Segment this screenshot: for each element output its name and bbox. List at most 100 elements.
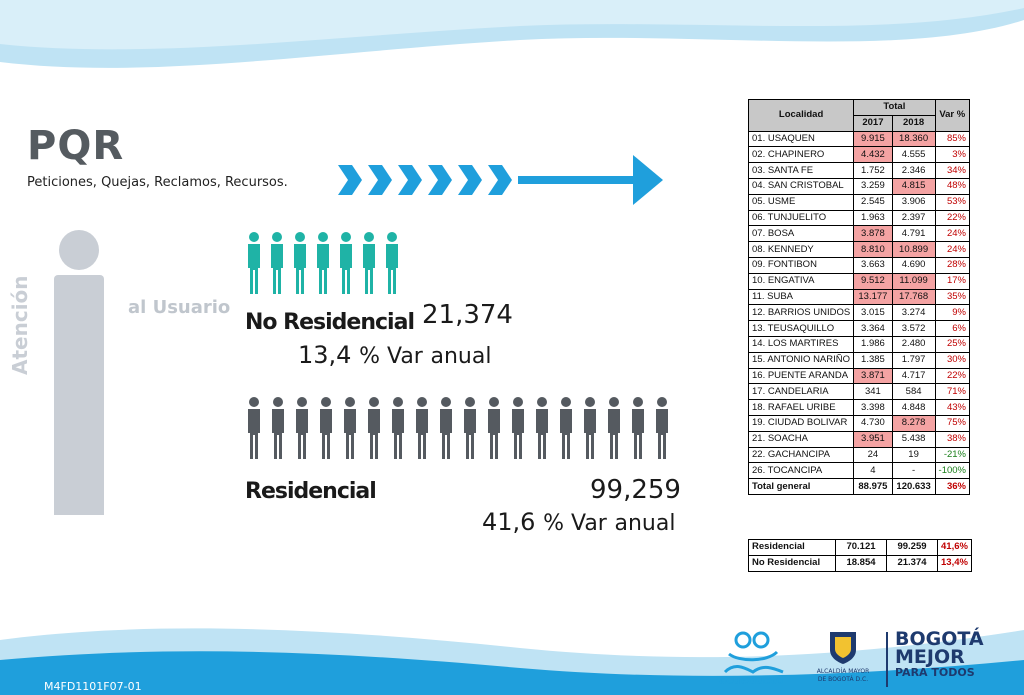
table-row: 16. PUENTE ARANDA 3.871 4.717 22% [747, 367, 971, 385]
table-cell-v2018: 4.717 [891, 367, 936, 385]
residencial-label: Residencial [245, 479, 377, 504]
table-cell-var: 41,6% [937, 539, 972, 556]
person-icon [584, 397, 596, 459]
no-residencial-icons [246, 232, 400, 294]
table-body: 01. USAQUEN 9.915 18.360 85% 02. CHAPINERO 4.… [747, 130, 971, 495]
table-cell-name: 06. TUNJUELITO [747, 209, 855, 227]
table-row: 04. SAN CRISTOBAL 3.259 4.815 48% [747, 177, 971, 195]
total-cell-v2018: 120.633 [891, 478, 936, 495]
table-row: 05. USME 2.545 3.906 53% [747, 193, 971, 211]
table-row: 22. GACHANCIPA 24 19 -21% [747, 446, 971, 464]
table-row: 11. SUBA 13.177 17.768 35% [747, 288, 971, 306]
table-cell-v2017: 1.963 [853, 209, 893, 227]
table-cell-var: 48% [934, 177, 971, 195]
table-cell-v2017: 3.663 [853, 256, 893, 274]
table-cell-var: -21% [934, 446, 971, 464]
localidad-table-wrapper: Localidad Total Var % 2017 2018 01. USAQ… [747, 99, 971, 495]
residencial-var-num: 41,6 [482, 508, 536, 536]
table-cell-var: 13,4% [937, 554, 972, 572]
table-cell-name: 05. USME [747, 193, 855, 211]
coat-of-arms-icon [830, 632, 856, 664]
bottom-wave-decoration [0, 628, 1024, 695]
table-cell-v2017: 70.121 [835, 539, 887, 556]
person-icon [440, 397, 452, 459]
table-cell-v2018: 3.274 [891, 304, 936, 322]
table-row: 03. SANTA FE 1.752 2.346 34% [747, 162, 971, 179]
table-cell-name: Residencial [748, 539, 836, 556]
total-cell-v2017: 88.975 [853, 478, 893, 495]
table-cell-var: 22% [934, 209, 971, 227]
table-cell-var: 30% [934, 351, 971, 369]
table-cell-name: 04. SAN CRISTOBAL [747, 177, 855, 195]
table-cell-var: 3% [934, 146, 971, 164]
table-cell-v2017: 3.951 [853, 430, 893, 448]
table-cell-v2017: 3.015 [853, 304, 893, 322]
table-cell-var: 24% [934, 241, 971, 258]
bogota-mejor-logo: BOGOTÁ MEJOR PARA TODOS [895, 630, 990, 690]
person-icon [363, 232, 375, 294]
person-icon [608, 397, 620, 459]
table-row: 26. TOCANCIPA 4- -100% [747, 462, 971, 480]
table-cell-var: 22% [934, 367, 971, 385]
person-icon [344, 397, 356, 459]
top-wave-decoration [0, 0, 1024, 68]
total-cell-name: Total general [747, 478, 855, 495]
chevron-arrow-icon [338, 155, 663, 205]
table-cell-name: 07. BOSA [747, 225, 855, 243]
table-cell-var: 43% [934, 399, 971, 416]
residencial-var-suffix: anual [614, 511, 676, 536]
no-residencial-var-num: 13,4 [298, 341, 352, 369]
table-cell-v2017: 8.810 [853, 241, 893, 258]
table-cell-name: 22. GACHANCIPA [747, 446, 855, 464]
person-icon [296, 397, 308, 459]
table-cell-v2017: 9.915 [853, 130, 893, 148]
table-cell-v2018: 21.374 [886, 554, 938, 572]
table-cell-v2017: 4.432 [853, 146, 893, 164]
table-cell-v2018: 10.899 [891, 241, 936, 258]
header-2017: 2017 [853, 114, 893, 132]
table-row: 14. LOS MARTIRES 1.986 2.480 25% [747, 335, 971, 353]
table-cell-name: 13. TEUSAQUILLO [747, 320, 855, 337]
table-cell-var: 24% [934, 225, 971, 243]
table-cell-name: 08. KENNEDY [747, 241, 855, 258]
table-cell-v2018: 4.791 [891, 225, 936, 243]
side-label-usuario: al Usuario [128, 297, 231, 318]
table-cell-v2018: 5.438 [891, 430, 936, 448]
table-cell-var: 35% [934, 288, 971, 306]
table-row: 01. USAQUEN 9.915 18.360 85% [747, 130, 971, 148]
residencial-total: 99,259 [590, 475, 681, 505]
table-cell-v2017: 3.871 [853, 367, 893, 385]
footer-code: M4FD1101F07-01 [44, 680, 142, 693]
no-residencial-variation: 13,4 % Var anual [298, 341, 491, 369]
table-cell-v2017: 9.512 [853, 272, 893, 290]
table-row: 17. CANDELARIA 341 584 71% [747, 383, 971, 401]
table-row: 21. SOACHA 3.951 5.438 38% [747, 430, 971, 448]
table-cell-var: 75% [934, 414, 971, 432]
frog-logo-icon [723, 631, 784, 674]
table-cell-name: 21. SOACHA [747, 430, 855, 448]
table-cell-v2017: 13.177 [853, 288, 893, 306]
person-icon [272, 397, 284, 459]
person-icon [386, 232, 398, 294]
summary-table-wrapper: Residencial 70.121 99.259 41,6% No Residenci… [748, 539, 972, 572]
table-cell-name: 11. SUBA [747, 288, 855, 306]
side-label-atencion: Atención [8, 275, 32, 375]
table-cell-name: 15. ANTONIO NARIÑO [747, 351, 855, 369]
residencial-variation: 41,6 % Var anual [482, 508, 675, 536]
table-cell-name: 19. CIUDAD BOLIVAR [747, 414, 855, 432]
bogota-logo-line3: PARA TODOS [895, 666, 975, 679]
table-cell-v2017: 341 [853, 383, 893, 401]
bogota-logo-line1: BOGOTÁ [895, 628, 984, 650]
table-row: 02. CHAPINERO 4.432 4.555 3% [747, 146, 971, 164]
person-icon [271, 232, 283, 294]
table-row: 12. BARRIOS UNIDOS 3.015 3.274 9% [747, 304, 971, 322]
table-cell-name: 16. PUENTE ARANDA [747, 367, 855, 385]
person-icon [340, 232, 352, 294]
table-cell-var: 71% [934, 383, 971, 401]
person-icon [512, 397, 524, 459]
table-cell-var: 9% [934, 304, 971, 322]
table-cell-v2018: 4.848 [891, 399, 936, 416]
acueducto-logo: acueducto [715, 628, 795, 688]
table-cell-v2018: - [891, 462, 936, 480]
table-cell-var: 34% [934, 162, 971, 179]
